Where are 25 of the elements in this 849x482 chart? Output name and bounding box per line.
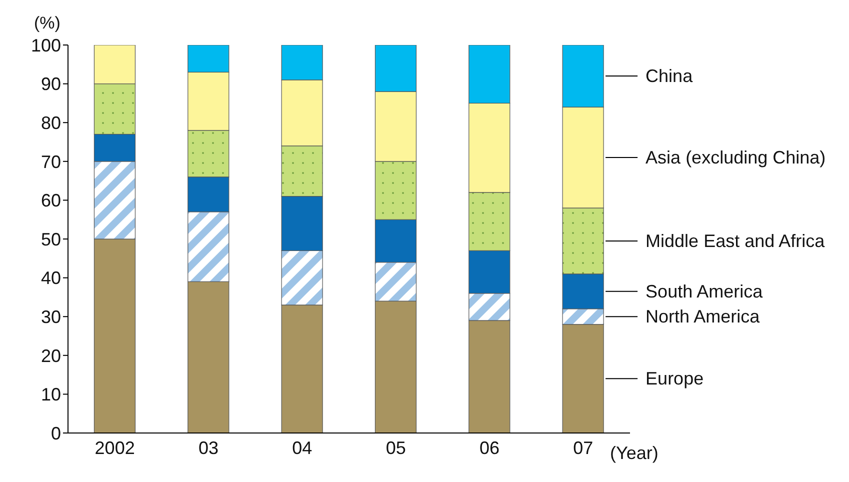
y-tick-label: 20: [40, 346, 61, 366]
x-tick-label: 03: [198, 438, 219, 458]
x-tick-label: 2002: [94, 438, 135, 458]
text: Europe: [646, 368, 704, 389]
x-axis-title: (Year): [610, 443, 658, 463]
y-tick-label: 10: [40, 384, 61, 405]
x-tick-label: 04: [292, 438, 312, 458]
x-tick-label: 06: [479, 438, 500, 458]
y-tick-label: 100: [30, 35, 61, 56]
y-tick-label: 60: [40, 190, 61, 211]
y-tick-label: 50: [40, 229, 61, 250]
y-tick-label: 70: [40, 152, 61, 172]
text: Asia (excluding China): [646, 148, 826, 168]
y-axis-title: (%): [34, 14, 60, 32]
y-tick-label: 30: [40, 306, 61, 327]
x-tick-label: 05: [386, 438, 406, 458]
y-tick-label: 90: [40, 74, 61, 94]
y-tick-label: 0: [50, 423, 61, 444]
text: Middle East and Africa: [646, 230, 826, 251]
text: China: [646, 66, 694, 86]
x-tick-label: 07: [573, 438, 594, 458]
y-tick-label: 80: [40, 112, 61, 133]
text: South America: [646, 281, 764, 302]
y-tick-label: 40: [40, 268, 61, 288]
text: North America: [646, 306, 761, 327]
